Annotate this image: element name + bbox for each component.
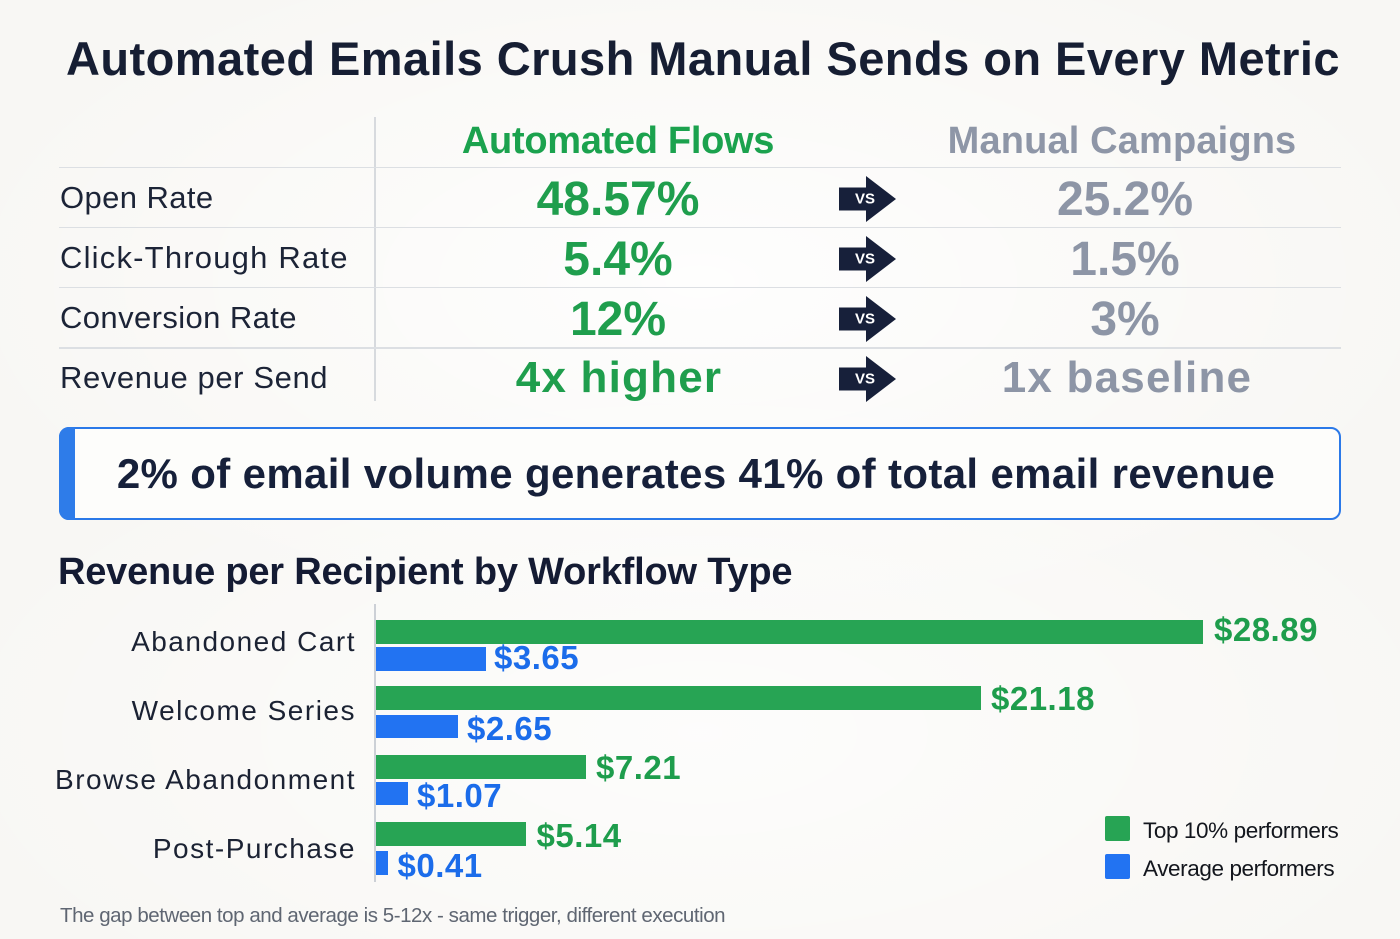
svg-text:VS: VS xyxy=(855,250,875,267)
svg-text:VS: VS xyxy=(855,370,875,387)
svg-text:VS: VS xyxy=(855,310,875,327)
svg-text:VS: VS xyxy=(855,190,875,207)
